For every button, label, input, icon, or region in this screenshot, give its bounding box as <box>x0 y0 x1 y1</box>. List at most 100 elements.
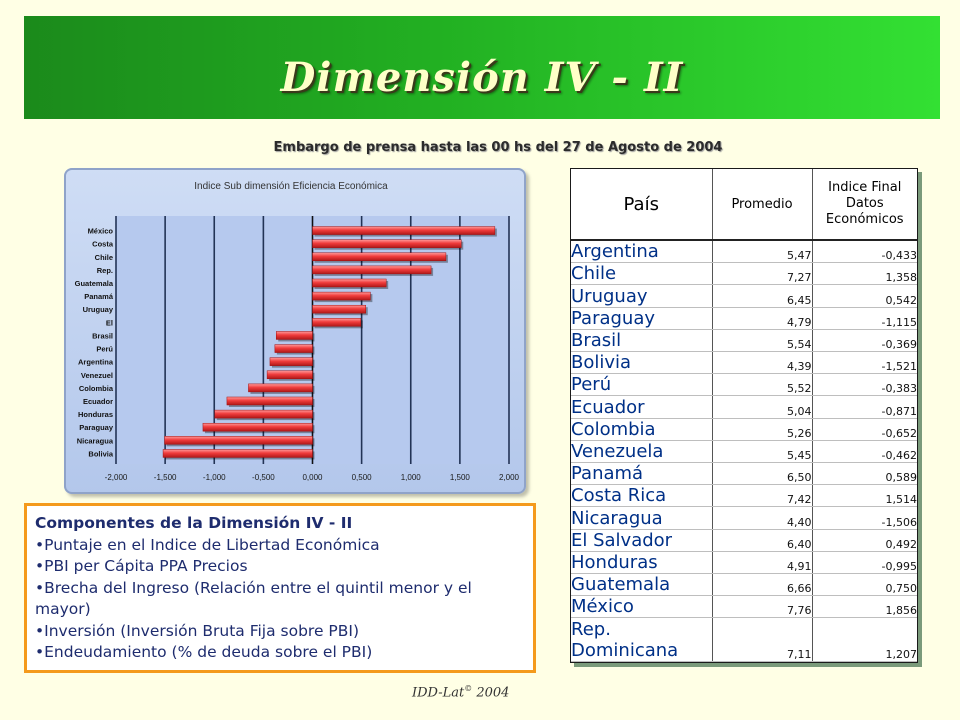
x-tick-label: -1,000 <box>203 473 226 482</box>
chart-svg: Indice Sub dimensión Eficiencia Económic… <box>75 181 520 482</box>
bar <box>312 278 387 288</box>
bar <box>312 226 496 235</box>
component-item: •Brecha del Ingreso (Relación entre el q… <box>35 578 472 619</box>
category-label: Chile <box>95 253 113 262</box>
promedio-cell: 6,40 <box>712 529 813 552</box>
promedio-cell: 4,39 <box>712 351 813 375</box>
category-label: Honduras <box>78 410 113 419</box>
bar <box>162 449 313 458</box>
country-cell: Rep. Dominicana <box>571 617 713 662</box>
promedio-cell: 6,50 <box>712 462 813 486</box>
embargo-notice: Embargo de prensa hasta las 00 hs del 27… <box>273 140 723 155</box>
bar <box>312 252 447 262</box>
x-tick-label: -0,500 <box>252 473 275 482</box>
indice-cell: -0,652 <box>812 418 917 441</box>
component-item: •Puntaje en el Indice de Libertad Económ… <box>35 535 380 554</box>
category-label: Bolivia <box>88 449 113 458</box>
table-row: Argentina 5,47 -0,433 <box>571 240 917 264</box>
country-cell: Colombia <box>571 418 713 441</box>
indice-cell: 1,856 <box>812 595 917 619</box>
country-cell: Nicaragua <box>571 506 713 530</box>
category-label: Rep. <box>97 266 113 275</box>
table-row: Guatemala 6,66 0,750 <box>571 573 917 597</box>
indice-cell: -0,871 <box>812 395 917 419</box>
x-tick-label: -2,000 <box>105 473 128 482</box>
promedio-cell: 5,26 <box>712 418 813 441</box>
header-indice-final: Indice Final Datos Económicos <box>812 169 917 241</box>
country-cell: Brasil <box>571 329 713 353</box>
bar <box>269 357 313 366</box>
table-row: Uruguay 6,45 0,542 <box>571 284 917 308</box>
country-index-table: País Promedio Indice Final Datos Económi… <box>570 168 918 663</box>
promedio-cell: 6,45 <box>712 284 813 308</box>
country-cell: Guatemala <box>571 573 713 597</box>
bar <box>312 291 371 301</box>
component-item: •Inversión (Inversión Bruta Fija sobre P… <box>35 621 360 640</box>
bar <box>312 265 432 275</box>
country-cell: Venezuela <box>571 440 713 464</box>
slide-title: Dimensión IV - II <box>280 54 684 101</box>
copyright-mark: © <box>464 684 473 693</box>
table-row: El Salvador 6,40 0,492 <box>571 529 917 552</box>
indice-cell: -0,383 <box>812 373 917 397</box>
component-item: •PBI per Cápita PPA Precios <box>35 557 248 575</box>
x-tick-label: 2,000 <box>499 473 520 482</box>
category-label: Costa <box>92 240 114 249</box>
indice-cell: 0,492 <box>812 529 917 552</box>
components-title: Componentes de la Dimensión IV - II <box>35 514 353 532</box>
promedio-cell: 4,40 <box>712 506 813 530</box>
table-row: Rep. Dominicana 7,11 1,207 <box>571 617 917 662</box>
category-label: Nicaragua <box>77 436 114 445</box>
category-label: México <box>88 227 114 236</box>
table-row: Perú 5,52 -0,383 <box>571 373 917 397</box>
category-label: Argentina <box>78 358 114 367</box>
table-row: Brasil 5,54 -0,369 <box>571 329 917 353</box>
x-tick-label: 1,500 <box>450 473 471 482</box>
category-label: Colombia <box>79 384 114 393</box>
country-cell: Chile <box>571 262 713 286</box>
table-row: Venezuela 5,45 -0,462 <box>571 440 917 464</box>
country-cell: Argentina <box>571 240 713 264</box>
table-row: México 7,76 1,856 <box>571 595 917 619</box>
bar <box>214 409 313 419</box>
x-tick-label: 0,000 <box>302 473 323 482</box>
indice-cell: 1,514 <box>812 484 917 508</box>
promedio-cell: 7,76 <box>712 595 813 619</box>
table-header-row: País Promedio Indice Final Datos Económi… <box>571 169 917 241</box>
x-tick-label: -1,500 <box>154 473 177 482</box>
country-cell: Uruguay <box>571 284 713 308</box>
country-cell: Ecuador <box>571 395 713 419</box>
indice-cell: -1,521 <box>812 351 917 375</box>
x-tick-label: 1,000 <box>401 473 422 482</box>
table-row: Chile 7,27 1,358 <box>571 262 917 286</box>
promedio-cell: 5,52 <box>712 373 813 397</box>
table-row: Nicaragua 4,40 -1,506 <box>571 506 917 530</box>
bar <box>312 318 362 327</box>
promedio-cell: 5,45 <box>712 440 813 464</box>
country-cell: Costa Rica <box>571 484 713 508</box>
x-tick-label: 0,500 <box>352 473 373 482</box>
promedio-cell: 5,47 <box>712 240 813 264</box>
promedio-cell: 4,91 <box>712 551 813 575</box>
table-row: Honduras 4,91 -0,995 <box>571 551 917 575</box>
efficiency-bar-chart: Indice Sub dimensión Eficiencia Económic… <box>64 168 526 494</box>
table-row: Paraguay 4,79 -1,115 <box>571 307 917 330</box>
bar <box>266 370 313 380</box>
table-row: Ecuador 5,04 -0,871 <box>571 395 917 419</box>
promedio-cell: 6,66 <box>712 573 813 597</box>
bar <box>312 239 462 248</box>
indice-cell: 1,207 <box>812 617 917 662</box>
promedio-cell: 7,11 <box>712 617 813 662</box>
category-label: Guatemala <box>75 279 114 288</box>
bar <box>275 331 313 340</box>
indice-cell: 1,358 <box>812 262 917 286</box>
header-pais: País <box>571 169 713 241</box>
country-cell: México <box>571 595 713 619</box>
footer-credit: IDD-Lat© 2004 <box>412 684 509 700</box>
category-label: Ecuador <box>83 397 113 406</box>
table-row: Bolivia 4,39 -1,521 <box>571 351 917 375</box>
category-label: Venezuel <box>81 371 113 380</box>
country-cell: Paraguay <box>571 307 713 330</box>
indice-cell: -0,462 <box>812 440 917 464</box>
footer-year: 2004 <box>472 685 510 701</box>
